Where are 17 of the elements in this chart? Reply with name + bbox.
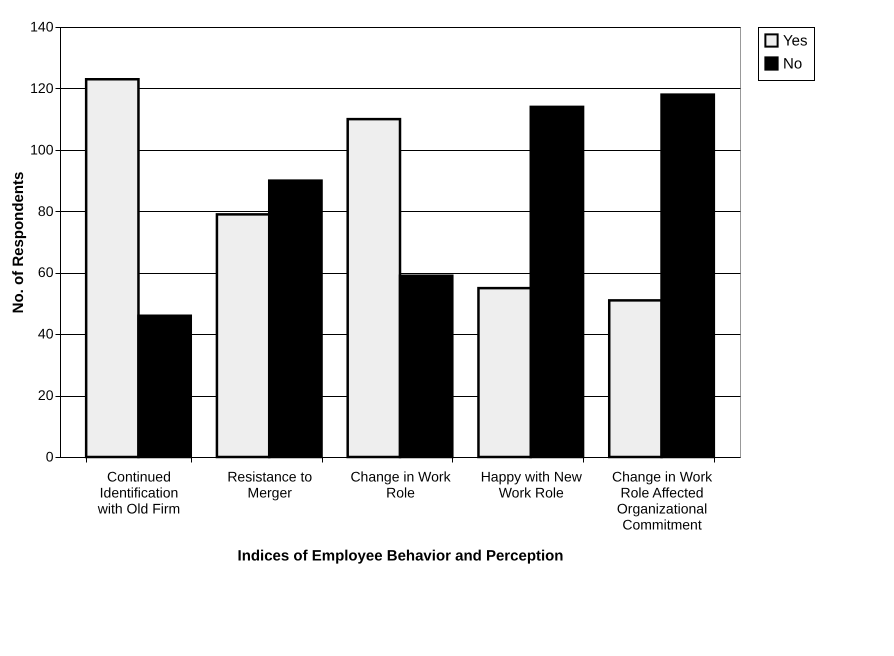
x-tick-label: Change in Work Role: [350, 468, 452, 500]
legend-label: Yes: [783, 32, 808, 50]
y-tick-label: 80: [38, 202, 54, 219]
y-tick-label: 120: [30, 80, 54, 96]
x-tick-label: Happy with New Work Role: [480, 468, 583, 500]
y-tick-label: 20: [38, 387, 54, 404]
x-axis-title: Indices of Employee Behavior and Perception: [238, 548, 564, 564]
x-tick-label: Continued Identification with Old Firm: [96, 468, 180, 516]
y-axis-title: No. of Respondents: [10, 172, 28, 314]
x-tick-label: Resistance to Merger: [227, 468, 312, 500]
y-tick-label: 140: [30, 18, 54, 34]
y-tick-label: 60: [38, 264, 54, 280]
y-tick-label: 100: [30, 141, 54, 158]
y-tick-label: 0: [46, 448, 54, 464]
legend-label: No: [783, 56, 802, 72]
x-tick-label: Change in Work Role Affected Organizational Commitment: [612, 468, 714, 532]
y-tick-label: 40: [38, 326, 54, 342]
